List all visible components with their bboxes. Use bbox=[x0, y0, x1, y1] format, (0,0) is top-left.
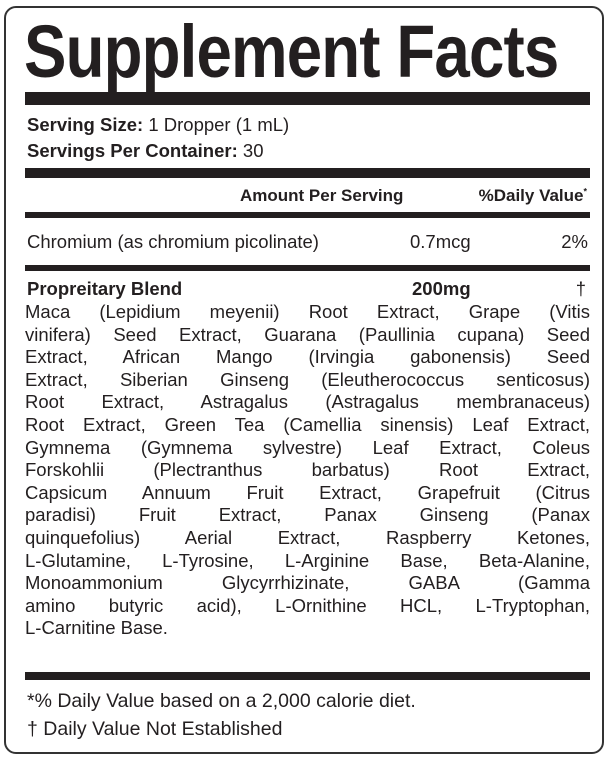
blend-ingredient-line: L-Carnitine Base. bbox=[25, 617, 168, 639]
blend-ingredient-line: paradisi) Fruit Extract, Panax Ginseng (… bbox=[25, 504, 590, 526]
blend-ingredient-line: Root Extract, Astragalus (Astragalus mem… bbox=[25, 391, 590, 413]
blend-ingredient-line: Extract, Siberian Ginseng (Eleutherococc… bbox=[25, 368, 590, 390]
divider-medium bbox=[25, 265, 590, 271]
nutrient-daily-value: 2% bbox=[561, 231, 588, 252]
blend-ingredient-line: Root Extract, Green Tea (Camellia sinens… bbox=[25, 414, 590, 435]
supplement-facts-panel bbox=[4, 6, 604, 754]
divider-medium bbox=[25, 212, 590, 218]
blend-ingredient-line: Gymnema (Gymnema sylvestre) Leaf Extract… bbox=[25, 436, 590, 458]
serving-size-value: 1 Dropper (1 mL) bbox=[148, 114, 290, 135]
blend-ingredient-line: vinifera) Seed Extract, Guarana (Paullin… bbox=[25, 323, 590, 345]
blend-ingredient-line: Forskohlii (Plectranthus barbatus) Root … bbox=[25, 459, 590, 481]
blend-daily-value: † bbox=[575, 278, 586, 299]
serving-size-label: Serving Size: bbox=[27, 114, 144, 135]
blend-ingredient-line: quinquefolius) Aerial Extract, Raspberry… bbox=[25, 527, 590, 548]
blend-ingredient-line: L-Glutamine, L-Tyrosine, L-Arginine Base… bbox=[25, 549, 590, 571]
blend-ingredient-line: Maca (Lepidium meyenii) Root Extract, Gr… bbox=[25, 301, 590, 322]
asterisk-mark: * bbox=[583, 186, 587, 197]
blend-amount: 200mg bbox=[412, 278, 471, 299]
servings-per-container-value: 30 bbox=[242, 140, 264, 161]
amount-per-serving-header: Amount Per Serving bbox=[240, 186, 404, 205]
divider-thick bbox=[25, 92, 590, 105]
daily-value-label: %Daily Value bbox=[478, 186, 584, 205]
blend-ingredient-line: Capsicum Annuum Fruit Extract, Grapefrui… bbox=[25, 481, 590, 503]
nutrient-amount: 0.7mcg bbox=[410, 231, 471, 252]
daily-value-header: %Daily Value* bbox=[479, 186, 587, 206]
footnote-daily-value: *% Daily Value based on a 2,000 calorie … bbox=[27, 690, 416, 712]
footnote-not-established: † Daily Value Not Established bbox=[27, 718, 283, 740]
blend-name: Propreitary Blend bbox=[27, 278, 183, 299]
nutrient-name: Chromium (as chromium picolinate) bbox=[27, 231, 319, 252]
blend-ingredient-line: Monoammonium Glycyrrhizinate, GABA (Gamm… bbox=[25, 572, 590, 594]
panel-title: Supplement Facts bbox=[24, 10, 559, 93]
blend-header: Propreitary Blend 200mg † bbox=[27, 278, 588, 300]
divider-thick bbox=[25, 168, 590, 178]
blend-ingredient-line: amino butyric acid), L-Ornithine HCL, L-… bbox=[25, 594, 590, 616]
blend-ingredient-line: Extract, African Mango (Irvingia gabonen… bbox=[25, 346, 590, 368]
serving-size: Serving Size: 1 Dropper (1 mL) bbox=[27, 114, 588, 136]
servings-per-container: Servings Per Container: 30 bbox=[27, 140, 588, 162]
servings-per-container-label: Servings Per Container: bbox=[27, 140, 238, 161]
nutrient-row: Chromium (as chromium picolinate) 0.7mcg… bbox=[27, 231, 588, 253]
divider-thick bbox=[25, 672, 590, 680]
